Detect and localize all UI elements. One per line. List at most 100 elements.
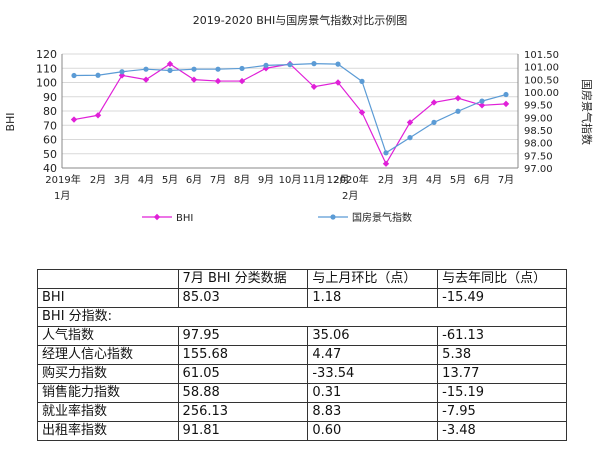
left-tick-label: 40: [43, 162, 57, 175]
x-tick-label: 5月: [162, 174, 178, 186]
table-header-cell: 与上月环比（点）: [307, 269, 439, 289]
table-cell: 就业率指数: [37, 402, 179, 422]
x-tick-label: 10月: [279, 174, 302, 186]
bhi-point: [502, 100, 510, 108]
x-tick-label: 8月: [234, 174, 250, 186]
index-point: [239, 65, 245, 72]
bhi-point: [310, 83, 318, 90]
index-point: [383, 150, 389, 156]
x-tick-label: 6月: [474, 174, 490, 186]
table-cell: BHI 分指数:: [37, 307, 179, 327]
table-cell: -15.49: [437, 288, 567, 308]
right-tick-label: 98.00: [524, 139, 553, 150]
index-point: [431, 119, 437, 125]
bhi-point: [238, 77, 246, 85]
table-cell: 58.88: [177, 383, 309, 403]
left-tick-label: 110: [36, 62, 57, 75]
table-cell: -7.95: [437, 402, 567, 422]
table-row: 就业率指数 256.13 8.83 -7.95: [37, 402, 567, 422]
table-cell: 0.60: [307, 421, 439, 441]
table-cell: -15.19: [437, 383, 567, 403]
bhi-point: [358, 109, 366, 116]
left-tick-label: 80: [43, 105, 57, 118]
index-point: [335, 61, 341, 67]
legend-label: BHI: [176, 213, 193, 224]
table-cell: 购买力指数: [37, 364, 179, 384]
x-tick-label: 6月: [186, 174, 202, 186]
index-point: [263, 62, 269, 68]
left-tick-label: 70: [43, 119, 57, 132]
bhi-point: [166, 60, 174, 68]
x-tick-label: 7月: [498, 174, 514, 186]
left-tick-label: 50: [43, 148, 57, 161]
table-cell-empty: [178, 307, 308, 327]
table-cell: 出租率指数: [37, 421, 179, 441]
table-header-cell: 7月 BHI 分类数据: [177, 269, 309, 289]
data-table: 7月 BHI 分类数据 与上月环比（点） 与去年同比（点） BHI 85.03 1.18-…: [37, 269, 567, 441]
left-tick-label: 90: [43, 91, 57, 104]
x-tick-label: 2月: [342, 190, 358, 202]
table-row: 销售能力指数 58.88 0.31 -15.19: [37, 383, 567, 403]
left-tick-label: 100: [36, 77, 57, 90]
table-cell: -61.13: [437, 326, 567, 346]
bhi-point: [334, 79, 342, 86]
chart: 2019-2020 BHI与国房景气指数对比示例图 12011010090807…: [4, 13, 594, 224]
series-layer: [70, 60, 510, 167]
right-tick-label: 99.00: [524, 113, 553, 124]
table-cell: 155.68: [177, 345, 309, 365]
legend-marker: [153, 213, 161, 221]
index-point: [119, 69, 125, 75]
right-axis-label: 国房景气指数: [580, 79, 594, 145]
x-tick-label: 4月: [426, 174, 442, 186]
x-tick-label: 2月: [90, 174, 106, 186]
right-tick-label: 100.00: [524, 88, 559, 99]
right-tick-label: 97.00: [524, 164, 553, 175]
x-tick-label: 3月: [402, 174, 418, 186]
bhi-point: [70, 116, 78, 123]
table-row: 经理人信心指数 155.68 4.47 5.38: [37, 345, 567, 365]
index-point: [143, 66, 149, 72]
table-cell: -3.48: [437, 421, 567, 441]
legend-label: 国房景气指数: [352, 211, 412, 224]
chart-title: 2019-2020 BHI与国房景气指数对比示例图: [193, 13, 408, 27]
left-tick-label: 60: [43, 134, 57, 147]
index-point: [215, 66, 221, 72]
bhi-point: [406, 119, 414, 126]
table-cell: 91.81: [177, 421, 309, 441]
table-cell: 85.03: [177, 288, 309, 308]
index-point: [287, 62, 293, 68]
table-row: BHI 85.03 1.18 -15.49: [37, 288, 567, 308]
bhi-point: [382, 160, 390, 167]
table-cell: 97.95: [177, 326, 309, 346]
bhi-point: [214, 77, 222, 85]
right-tick-label: 98.50: [524, 126, 553, 137]
table-cell: 1.18: [307, 288, 439, 308]
table-header-cell: [37, 269, 179, 289]
x-tick-label: 9月: [258, 174, 274, 186]
table-cell: 经理人信心指数: [37, 345, 179, 365]
axes: [61, 54, 519, 169]
right-tick-label: 101.50: [524, 50, 559, 61]
table-cell: 销售能力指数: [37, 383, 179, 403]
x-tick-label: 3月: [114, 174, 130, 186]
bhi-point: [94, 112, 102, 119]
x-tick-label: 12月: [327, 174, 350, 186]
table-cell: -33.54: [307, 364, 439, 384]
bhi-point: [454, 94, 462, 102]
x-tick-label: 2019年: [45, 173, 80, 186]
right-tick-label: 101.00: [524, 63, 559, 74]
index-point: [503, 91, 509, 98]
table-header-row: 7月 BHI 分类数据 与上月环比（点） 与去年同比（点）: [37, 269, 567, 289]
right-tick-label: 100.50: [524, 75, 559, 86]
bhi-point: [190, 76, 198, 83]
bhi-point: [142, 76, 150, 83]
right-tick-label: 99.50: [524, 101, 553, 112]
legend: BHI 国房景气指数: [142, 211, 412, 224]
index-point: [311, 61, 317, 67]
table-cell: 13.77: [437, 364, 567, 384]
table-row: 购买力指数 61.05 -33.54 13.77: [37, 364, 567, 384]
x-tick-label: 11月: [303, 174, 326, 186]
